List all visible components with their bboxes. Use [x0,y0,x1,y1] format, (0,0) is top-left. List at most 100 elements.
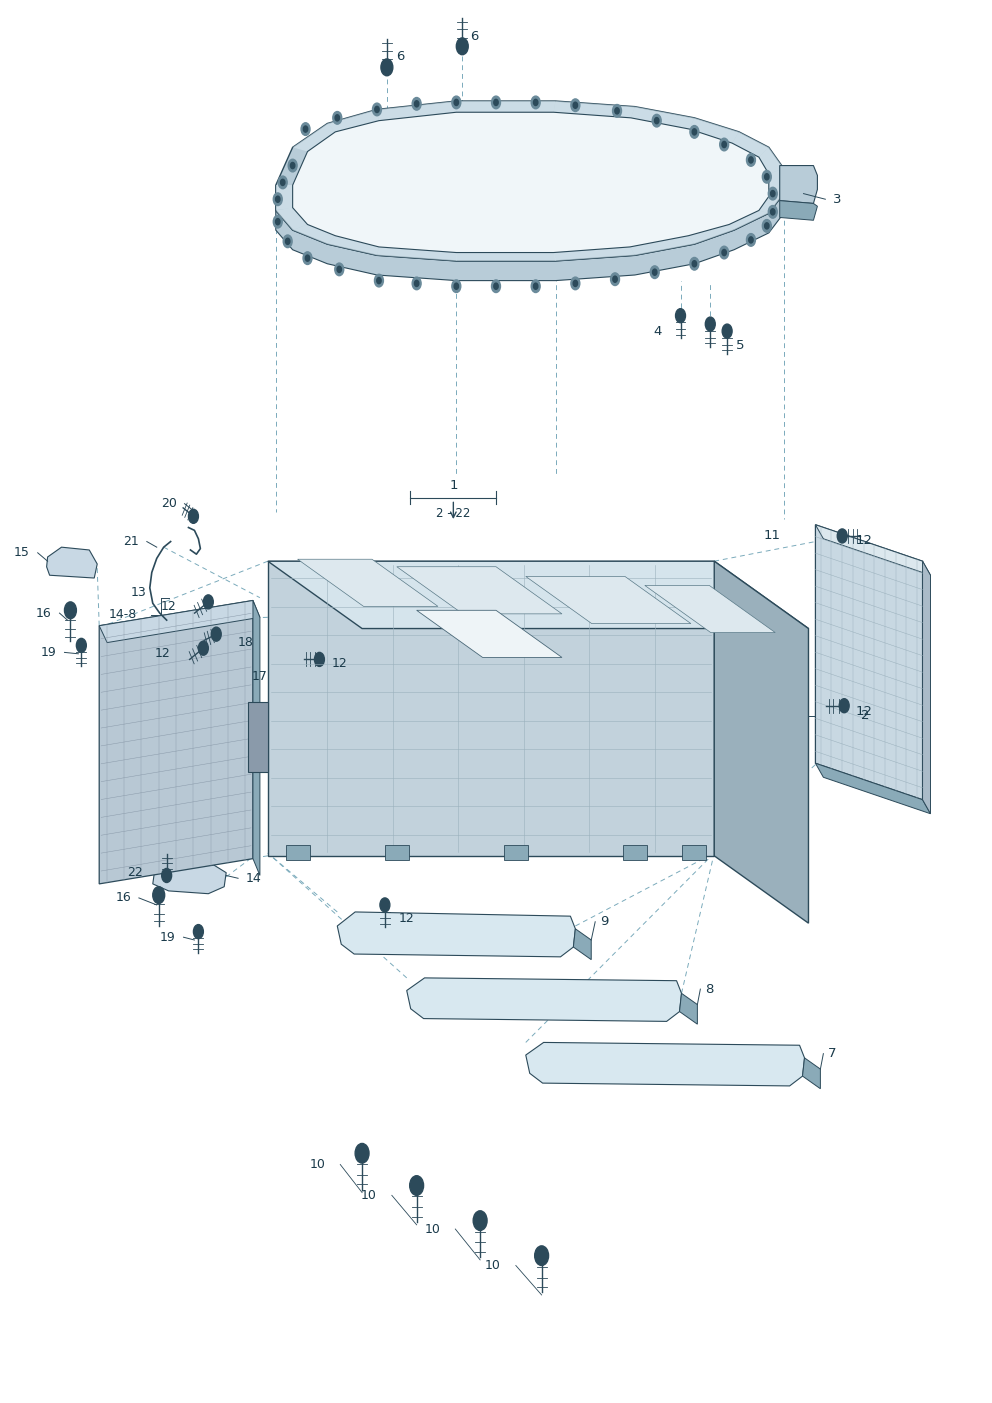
Text: 6: 6 [470,29,478,43]
Polygon shape [456,101,556,112]
Circle shape [570,100,579,112]
Polygon shape [276,101,784,261]
Circle shape [689,126,698,139]
Polygon shape [815,525,923,800]
Polygon shape [803,1058,820,1089]
Circle shape [746,234,756,247]
Circle shape [532,281,541,293]
Circle shape [291,163,295,168]
Text: 12: 12 [399,912,415,926]
Circle shape [355,1143,369,1163]
Polygon shape [573,929,591,960]
Circle shape [284,236,292,248]
Polygon shape [504,845,528,860]
Circle shape [375,107,379,112]
Circle shape [276,219,280,224]
Text: 18: 18 [238,636,254,650]
Polygon shape [759,194,784,213]
Polygon shape [815,525,930,575]
Polygon shape [759,147,784,174]
Text: 17: 17 [252,669,268,683]
Text: 4: 4 [654,324,662,338]
Text: 10: 10 [485,1258,501,1273]
Circle shape [211,627,221,641]
Circle shape [492,281,500,293]
Circle shape [415,281,419,286]
Polygon shape [276,185,293,210]
Polygon shape [327,109,379,132]
Polygon shape [99,600,253,884]
Circle shape [676,309,685,323]
Circle shape [494,283,498,289]
Circle shape [304,126,308,132]
Text: 12: 12 [155,647,171,661]
Polygon shape [688,224,734,244]
Polygon shape [327,236,379,255]
Circle shape [749,237,753,243]
Polygon shape [769,168,784,196]
Text: 11: 11 [764,529,781,543]
Circle shape [771,209,775,215]
Circle shape [203,595,213,609]
Text: 8: 8 [705,982,713,996]
Circle shape [153,887,165,904]
Text: 10: 10 [361,1188,377,1202]
Polygon shape [923,561,930,814]
Polygon shape [623,845,647,860]
Polygon shape [407,978,682,1021]
Circle shape [771,191,775,196]
Circle shape [722,250,726,255]
Text: 7: 7 [828,1047,837,1061]
Circle shape [451,281,460,293]
Circle shape [381,59,393,76]
Circle shape [762,171,772,184]
Circle shape [765,223,769,229]
Text: 10: 10 [425,1222,440,1236]
Circle shape [837,529,847,543]
Circle shape [304,253,311,265]
Text: 1: 1 [449,478,457,492]
Circle shape [162,868,172,882]
Circle shape [286,239,290,244]
Polygon shape [417,610,561,658]
Text: 22: 22 [127,866,143,880]
Text: 16: 16 [36,606,52,620]
Circle shape [333,112,341,125]
Polygon shape [631,107,694,129]
Circle shape [198,641,208,655]
Polygon shape [815,763,930,814]
Text: 9: 9 [600,915,608,929]
Circle shape [534,283,538,289]
Circle shape [454,100,458,105]
Text: 13: 13 [131,585,147,599]
Polygon shape [645,585,776,633]
Polygon shape [293,112,769,253]
Circle shape [746,154,756,167]
Text: 20: 20 [161,497,177,511]
Polygon shape [293,224,335,244]
Circle shape [380,898,390,912]
Circle shape [372,104,381,116]
Circle shape [749,157,753,163]
Text: 10: 10 [310,1157,325,1172]
Polygon shape [680,993,697,1024]
Polygon shape [554,101,635,118]
Polygon shape [47,547,97,578]
Polygon shape [268,561,714,856]
Polygon shape [554,247,635,261]
Circle shape [722,142,726,147]
Circle shape [281,180,285,185]
Circle shape [415,101,419,107]
Text: 15: 15 [14,546,30,560]
Circle shape [762,220,772,233]
Polygon shape [153,861,226,894]
Polygon shape [689,118,739,143]
Text: 16: 16 [115,891,131,905]
Polygon shape [293,123,335,152]
Circle shape [288,160,298,173]
Text: 2: 2 [861,709,870,723]
Circle shape [705,317,715,331]
Circle shape [473,1211,487,1230]
Circle shape [456,38,468,55]
Polygon shape [456,253,556,261]
